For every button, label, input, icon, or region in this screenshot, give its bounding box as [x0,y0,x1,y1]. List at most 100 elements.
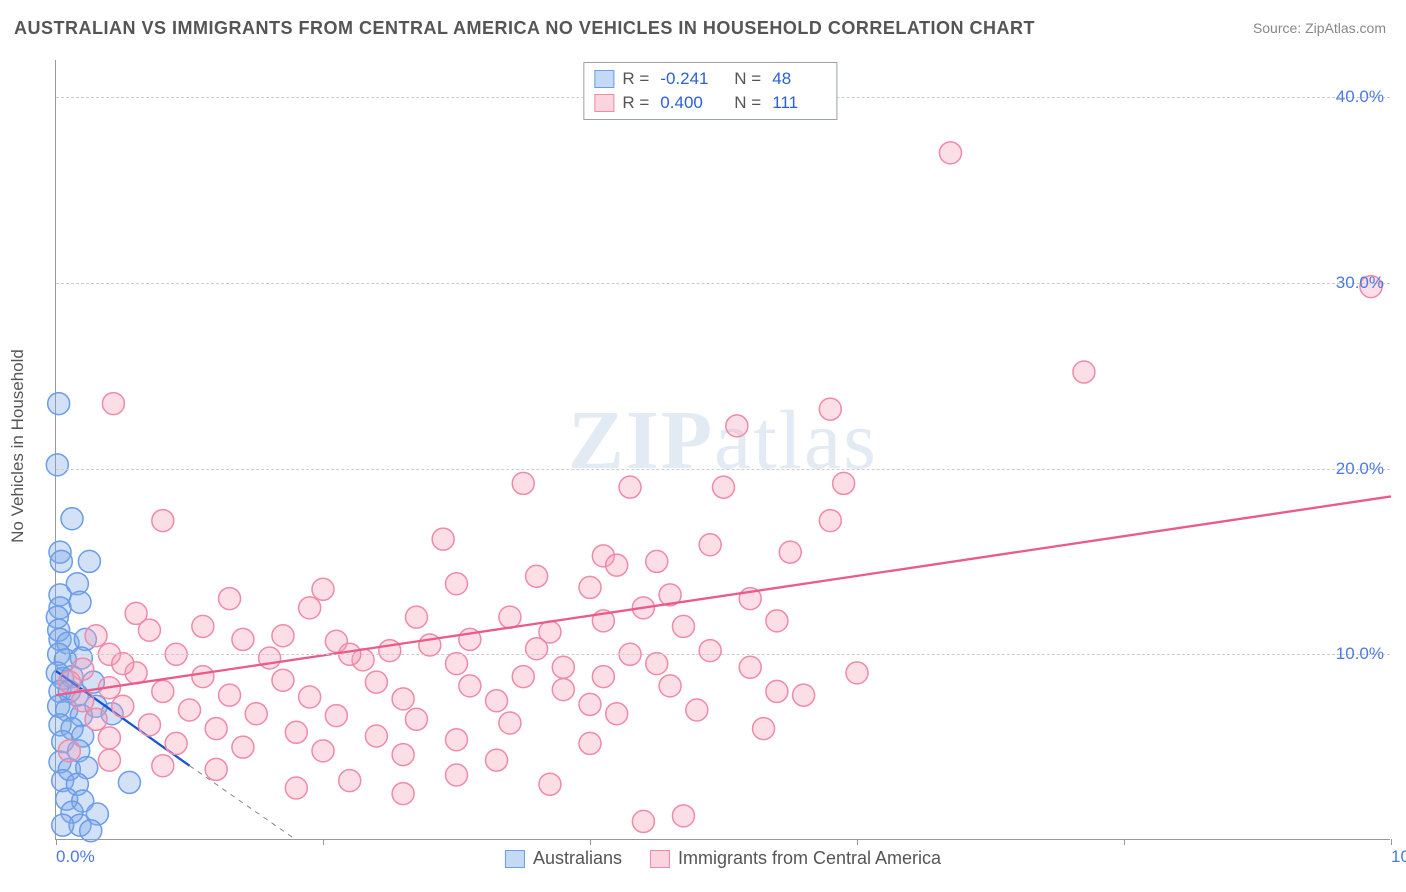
x-tick [1124,839,1125,845]
scatter-point [486,690,508,712]
scatter-point [753,718,775,740]
gridline [56,654,1390,655]
legend-item-immigrants: Immigrants from Central America [650,848,941,869]
scatter-point [78,550,100,572]
scatter-point [272,625,294,647]
scatter-point [232,628,254,650]
source-attribution: Source: ZipAtlas.com [1253,20,1386,36]
scatter-point [219,684,241,706]
scatter-point [112,653,134,675]
scatter-point [299,686,321,708]
scatter-point [48,393,70,415]
scatter-point [766,680,788,702]
scatter-point [699,534,721,556]
scatter-point [392,688,414,710]
scatter-point [512,666,534,688]
y-tick-label: 30.0% [1336,273,1384,293]
legend-row-australians: R = -0.241 N = 48 [594,67,826,91]
n-value-2: 111 [772,93,826,113]
r-label: R = [622,93,649,113]
y-tick-label: 10.0% [1336,644,1384,664]
scatter-point [219,588,241,610]
gridline [56,283,1390,284]
scatter-point [766,610,788,632]
scatter-point [526,565,548,587]
scatter-point [672,615,694,637]
scatter-point [80,820,102,842]
n-value-1: 48 [772,69,826,89]
r-value-2: 0.400 [660,93,714,113]
scatter-point [112,695,134,717]
trend-extension [190,766,297,840]
scatter-point [98,749,120,771]
scatter-point [365,725,387,747]
source-value: ZipAtlas.com [1305,20,1386,36]
scatter-point [312,740,334,762]
scatter-point [205,758,227,780]
scatter-point [192,615,214,637]
scatter-point [659,675,681,697]
scatter-point [726,415,748,437]
scatter-point [179,699,201,721]
scatter-point [52,814,74,836]
scatter-point [819,510,841,532]
scatter-point [552,656,574,678]
scatter-point [779,541,801,563]
scatter-point [245,703,267,725]
x-tick [857,839,858,845]
y-tick-label: 20.0% [1336,459,1384,479]
scatter-point [85,625,107,647]
scatter-point [392,744,414,766]
scatter-point [118,771,140,793]
y-axis-label: No Vehicles in Household [8,349,28,543]
scatter-point [58,671,80,693]
scatter-point [619,476,641,498]
scatter-point [50,550,72,572]
scatter-point [259,647,281,669]
scatter-point [819,398,841,420]
scatter-point [152,680,174,702]
scatter-point [846,662,868,684]
scatter-point [579,732,601,754]
scatter-point [46,454,68,476]
scatter-point [606,703,628,725]
scatter-svg [56,60,1390,839]
scatter-point [446,764,468,786]
scatter-point [606,554,628,576]
scatter-point [272,669,294,691]
scatter-point [446,729,468,751]
scatter-point [102,393,124,415]
scatter-point [579,693,601,715]
scatter-point [285,721,307,743]
scatter-point [392,783,414,805]
scatter-point [85,708,107,730]
scatter-point [713,476,735,498]
scatter-point [339,770,361,792]
scatter-point [61,508,83,530]
scatter-point [539,621,561,643]
swatch-australians [594,70,614,88]
scatter-point [632,810,654,832]
scatter-point [152,510,174,532]
scatter-point [299,597,321,619]
scatter-point [69,591,91,613]
legend-item-australians: Australians [505,848,622,869]
scatter-point [1073,361,1095,383]
scatter-point [939,142,961,164]
x-tick [1391,839,1392,845]
chart-plot-area: ZIPatlas R = -0.241 N = 48 R = 0.400 N =… [55,60,1390,840]
scatter-point [312,578,334,600]
chart-title: AUSTRALIAN VS IMMIGRANTS FROM CENTRAL AM… [14,18,1035,39]
scatter-point [539,773,561,795]
trend-line [56,496,1391,695]
scatter-point [486,749,508,771]
scatter-point [499,606,521,628]
source-label: Source: [1253,20,1301,36]
scatter-point [165,732,187,754]
series-legend: Australians Immigrants from Central Amer… [505,848,941,869]
scatter-point [138,714,160,736]
x-tick [56,839,57,845]
r-label: R = [622,69,649,89]
n-label: N = [734,69,761,89]
scatter-point [646,550,668,572]
